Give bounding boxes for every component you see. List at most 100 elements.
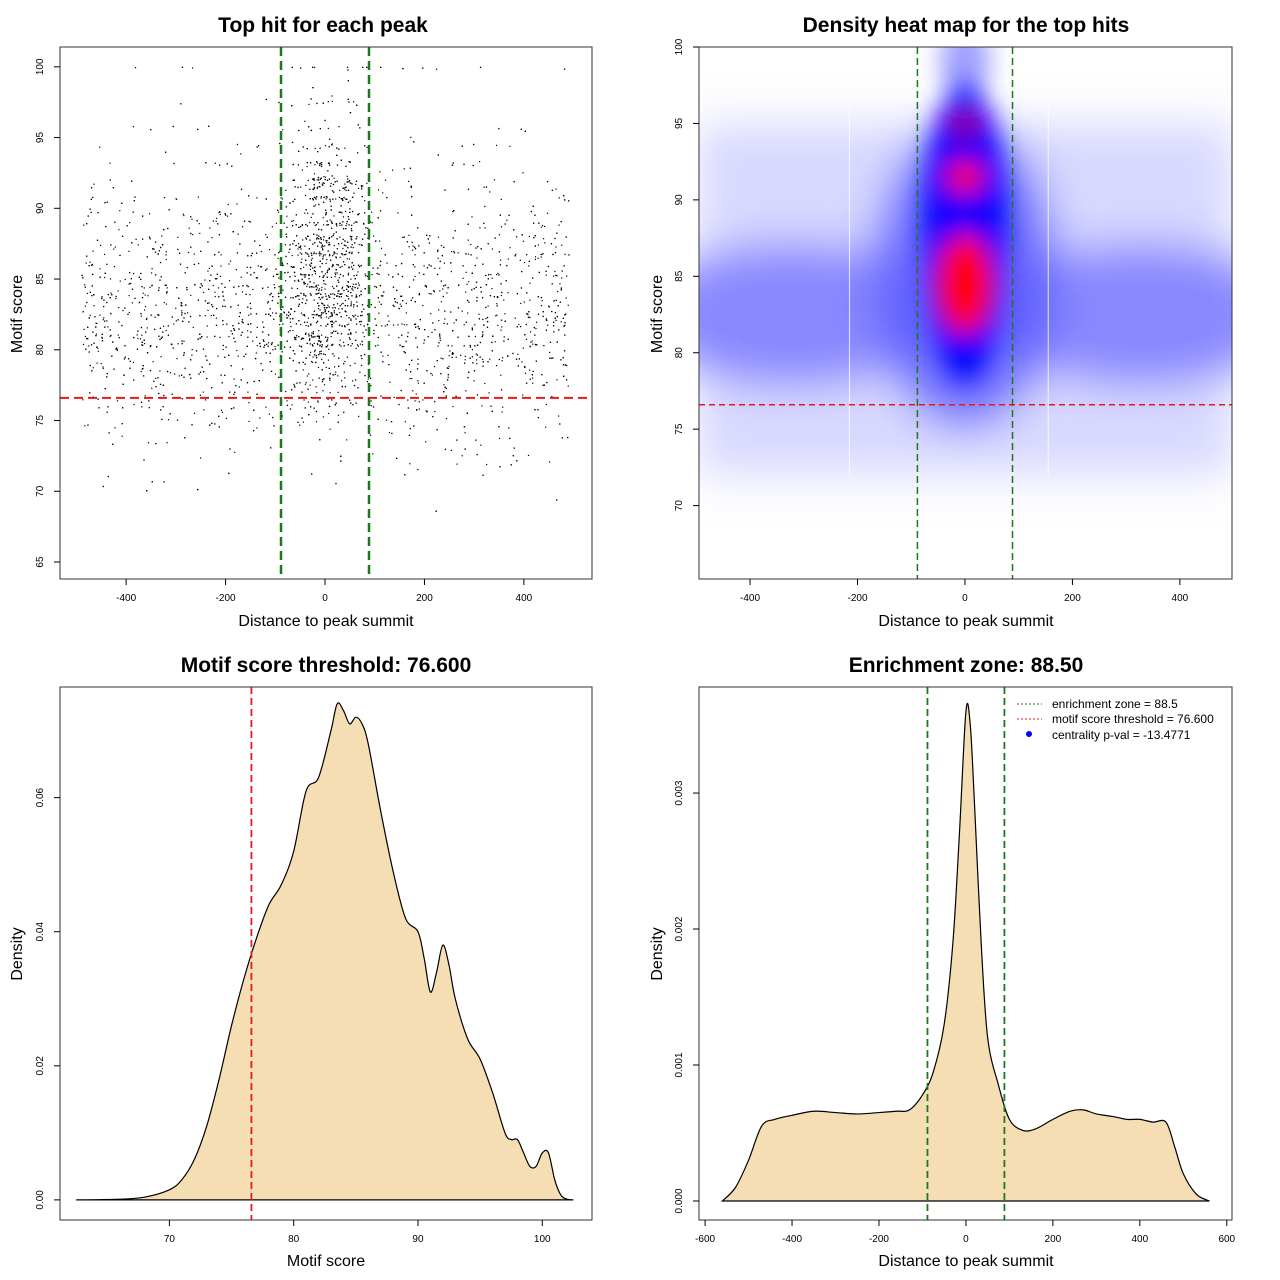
scatter-point [271, 312, 274, 314]
scatter-point [463, 163, 465, 165]
scatter-point [506, 219, 508, 221]
scatter-point [344, 377, 346, 379]
scatter-point [339, 266, 341, 268]
scatter-point [291, 66, 293, 69]
scatter-point [286, 226, 288, 228]
scatter-point [412, 390, 414, 392]
scatter-point [357, 264, 360, 266]
scatter-point [245, 353, 247, 355]
scatter-point [226, 323, 228, 325]
scatter-point [235, 269, 237, 271]
scatter-point [197, 128, 199, 131]
scatter-point [328, 244, 330, 246]
scatter-point [149, 238, 151, 240]
scatter-point [476, 344, 479, 346]
scatter-point [237, 304, 239, 306]
scatter-point [304, 212, 306, 214]
scatter-point [317, 400, 319, 402]
scatter-point [289, 357, 291, 359]
scatter-point [91, 264, 93, 266]
scatter-point [446, 367, 449, 369]
scatter-point [165, 329, 167, 332]
scatter-point [225, 346, 227, 348]
scatter-point [549, 341, 552, 343]
scatter-point [287, 271, 289, 274]
scatter-point [159, 261, 162, 264]
scatter-point [528, 235, 530, 238]
scatter-point [222, 348, 224, 351]
scatter-point [567, 304, 569, 306]
x-axis-label-4: Distance to peak summit [878, 1253, 1054, 1270]
scatter-point [327, 162, 330, 164]
scatter-point [89, 392, 91, 394]
scatter-point [150, 314, 152, 316]
scatter-point [141, 297, 144, 299]
scatter-point [322, 312, 324, 314]
scatter-point [162, 331, 164, 333]
scatter-point [194, 284, 196, 286]
scatter-point [329, 377, 331, 379]
scatter-point [318, 289, 320, 292]
scatter-point [190, 359, 192, 361]
scatter-point [315, 286, 317, 288]
scatter-point [567, 436, 569, 439]
scatter-point [303, 274, 305, 276]
scatter-point [315, 224, 317, 226]
scatter-point [312, 199, 314, 201]
scatter-point [342, 216, 345, 218]
scatter-point [83, 224, 85, 226]
scatter-point [456, 463, 458, 465]
scatter-point [316, 237, 318, 239]
scatter-point [440, 301, 443, 303]
scatter-point [254, 240, 256, 242]
scatter-point [400, 295, 403, 297]
scatter-point [451, 251, 453, 253]
scatter-point [332, 255, 334, 257]
scatter-point [164, 197, 166, 199]
scatter-point [534, 256, 537, 258]
scatter-point [183, 354, 185, 356]
scatter-point [306, 148, 308, 150]
scatter-point [282, 323, 284, 325]
scatter-point [270, 343, 273, 345]
scatter-point [340, 198, 342, 200]
scatter-point [314, 147, 316, 150]
scatter-point [340, 159, 343, 161]
scatter-point [319, 309, 321, 311]
scatter-point [350, 246, 352, 248]
scatter-point [485, 306, 487, 309]
scatter-point [384, 179, 387, 181]
scatter-point [379, 171, 381, 173]
scatter-point [546, 319, 548, 321]
scatter-point [183, 352, 185, 354]
scatter-point [352, 289, 354, 291]
scatter-point [358, 213, 360, 215]
scatter-point [282, 306, 284, 308]
scatter-point [534, 214, 536, 216]
scatter-point [522, 172, 524, 174]
scatter-point [119, 280, 121, 282]
scatter-point [366, 182, 368, 185]
scatter-point [332, 198, 334, 200]
scatter-point [249, 302, 251, 305]
scatter-point [355, 180, 358, 182]
scatter-point [320, 340, 322, 343]
scatter-point [303, 321, 306, 323]
scatter-point [360, 184, 362, 187]
scatter-point [380, 395, 382, 397]
scatter-point [453, 250, 455, 252]
scatter-point [416, 346, 419, 348]
scatter-point [452, 162, 454, 164]
scatter-point [248, 402, 250, 404]
scatter-point [173, 323, 175, 325]
y-tick-label: 0.06 [35, 787, 46, 807]
scatter-point [234, 341, 236, 343]
scatter-point [359, 371, 361, 373]
scatter-point [401, 253, 403, 255]
scatter-point [356, 344, 359, 346]
scatter-point [464, 448, 466, 450]
scatter-point [124, 345, 126, 347]
scatter-point [312, 336, 314, 338]
scatter-point [133, 403, 135, 406]
scatter-point [552, 275, 555, 277]
